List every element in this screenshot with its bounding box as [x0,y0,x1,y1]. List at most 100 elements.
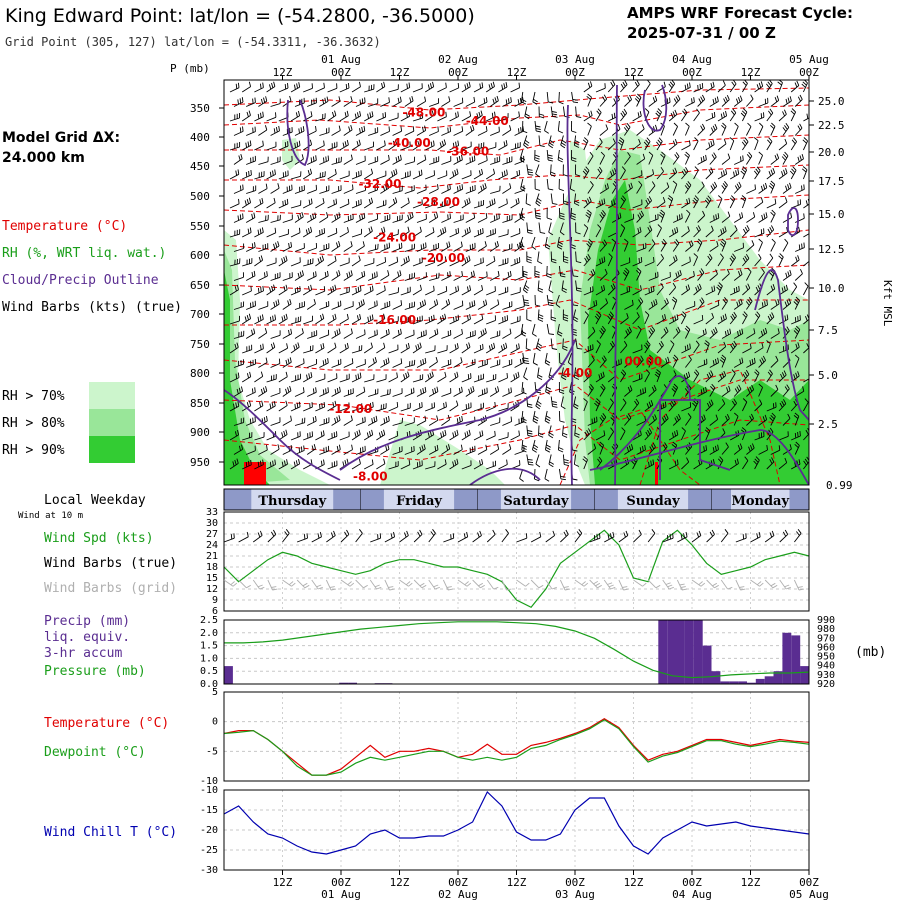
wind-barb-staff [233,217,244,223]
wind-barb-staff [795,217,805,223]
wind-barb [656,197,666,209]
wind-barb-feather [242,184,244,190]
wind-barb-feather [433,140,435,146]
wind-barb [278,198,289,209]
wind-barb-feather [399,154,402,160]
wind-barb-feather [684,84,687,90]
wind-barb-feather [600,212,605,217]
wind-barb-feather [338,125,341,131]
wind-barb-staff [681,202,691,209]
wind-barb-staff [441,245,451,252]
wind-barb-feather [368,198,371,205]
wind-barb-feather [383,226,386,232]
isotherm-line [224,419,809,461]
wind-barb-feather [534,157,540,160]
wind-barb-feather [374,301,376,307]
wind-barb-feather [712,125,716,131]
wind-barb [477,241,487,252]
wind-barb [246,242,256,252]
wind-barb-staff [510,232,521,238]
wind-barb-feather [671,229,674,235]
wind-barb-feather [257,287,260,293]
wind-barb [363,111,374,122]
wind-barb [266,197,276,209]
wind-barb-staff [624,218,634,223]
legend-temperature: Temperature (°C) [2,219,127,234]
wind-barb [302,111,313,122]
wind-barb-staff [514,216,524,223]
wind-barb [254,227,264,238]
wind-barb [327,228,338,238]
wind-barb-feather [307,169,310,176]
wind-barb-feather [697,84,699,91]
wind-barb-feather [797,156,800,162]
wind-barb [319,127,330,136]
wind-barb-feather [516,243,520,249]
wind-barb [331,156,342,165]
wind-barb-feather [756,166,761,171]
wind-barb-staff [778,143,787,151]
wind-barb-feather [441,140,445,146]
wind-barb-feather [558,101,564,105]
wind-barb-staff [770,157,779,165]
wind-barb-staff [538,425,540,436]
wind-barb-feather [551,111,557,113]
wind-barb-feather [449,126,452,132]
wind-barb-feather [785,123,790,128]
wind-barb [400,170,411,180]
wind-barb-feather [510,387,512,393]
wind-barb-staff [453,246,463,252]
wind-barb-feather [702,123,706,129]
wind-barb-feather [350,154,353,160]
wind-barb [667,195,674,209]
wind-barb-feather [427,84,430,90]
wind-barb-feather [585,166,590,171]
wind-barb-staff [595,141,603,151]
wind-barb-feather [669,97,671,103]
wind-barb-feather [284,84,287,90]
wind-barb-staff [331,100,341,107]
wind-barb [766,225,775,238]
wind-barb [412,139,422,151]
wind-barb [754,197,764,209]
wind-barb-feather [797,431,799,438]
wind-barb-feather [478,170,481,176]
wind-barb-feather [769,108,774,114]
wind-barb-staff [278,233,289,238]
wind-barb-feather [787,184,790,190]
wind-barb [758,97,769,107]
wind-barb [416,242,427,252]
wind-barb-staff [648,243,656,252]
wind-barb-feather [496,240,499,247]
wind-barb [229,82,240,93]
wind-barb-feather [802,81,807,86]
wind-barb [535,193,542,207]
wind-barb-feather [517,197,520,203]
wind-barb-feather [559,215,565,218]
wind-barb-staff [673,217,683,223]
wind-barb [729,108,737,122]
wind-barb-staff [254,145,264,151]
wind-barb [705,225,714,238]
wind-barb-feather [571,159,577,163]
wind-barb [380,242,391,252]
wind-barb [550,106,558,118]
wind-barb [416,184,427,194]
isotherm-line [224,379,809,421]
wind-barb [258,156,269,165]
wind-barb-feather [494,97,497,103]
wind-barb-feather [449,213,451,219]
wind-barb-feather [466,228,469,234]
wind-barb-staff [400,115,410,122]
wind-barb-feather [798,244,801,250]
wind-barb-staff [400,146,411,151]
wind-barb-feather [531,246,537,250]
wind-barb-feather [265,96,268,102]
wind-barb-feather [245,171,248,178]
wind-barb [246,185,257,194]
wind-barb [632,226,642,238]
wind-barb-feather [477,230,480,236]
wind-barb-feather [537,260,543,265]
wind-barb-feather [525,113,530,117]
wind-barb-feather [406,112,408,118]
